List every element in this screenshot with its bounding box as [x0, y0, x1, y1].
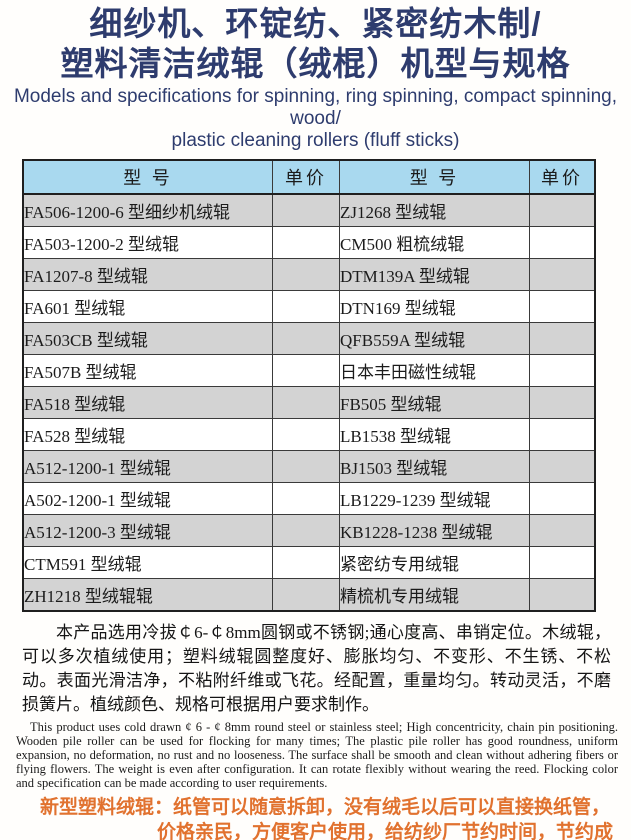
- page-subtitle-line1: Models and specifications for spinning, …: [13, 86, 618, 129]
- model-cell-right: FB505 型绒辊: [339, 386, 530, 419]
- column-header-model-left: 型 号: [22, 159, 273, 195]
- model-cell-left: FA518 型绒辊: [22, 386, 273, 419]
- price-cell-left: [272, 290, 340, 323]
- model-cell-left: A512-1200-3 型绒辊: [22, 514, 273, 547]
- price-cell-right: [529, 322, 596, 355]
- promo-zh-line2: 价格亲民，方便客户使用，给纺纱厂节约时间，节约成本。: [157, 822, 614, 840]
- table-row: ZH1218 型绒辊辊 精梳机专用绒辊: [22, 578, 596, 612]
- model-cell-right: QFB559A 型绒辊: [339, 322, 530, 355]
- price-cell-right: [529, 386, 596, 419]
- promo-block: 新型塑料绒辊：纸管可以随意拆卸，没有绒毛以后可以直接换纸管， 价格亲民，方便客户…: [0, 797, 631, 840]
- table-header-row: 型 号 单价 型 号 单价: [22, 159, 596, 195]
- table-row: FA503-1200-2 型绒辊 CM500 粗梳绒辊: [22, 226, 596, 259]
- price-cell-left: [272, 193, 340, 227]
- model-cell-right: LB1538 型绒辊: [339, 418, 530, 451]
- price-cell-left: [272, 578, 340, 612]
- price-cell-left: [272, 258, 340, 291]
- column-header-model-right: 型 号: [339, 159, 530, 195]
- model-cell-left: A512-1200-1 型绒辊: [22, 450, 273, 483]
- table-row: FA507B 型绒辊 日本丰田磁性绒辊: [22, 354, 596, 387]
- model-cell-right: ZJ1268 型绒辊: [339, 193, 530, 227]
- price-cell-left: [272, 514, 340, 547]
- column-header-price-right: 单价: [529, 159, 596, 195]
- page-subtitle: Models and specifications for spinning, …: [0, 86, 631, 152]
- models-table-body: FA506-1200-6 型细纱机绒辊 ZJ1268 型绒辊 FA503-1200-…: [22, 193, 596, 612]
- model-cell-left: CTM591 型绒辊: [22, 546, 273, 579]
- table-row: FA528 型绒辊 LB1538 型绒辊: [22, 418, 596, 451]
- page-title-line1: 细纱机、环锭纺、紧密纺木制/: [89, 5, 542, 42]
- table-row: FA518 型绒辊 FB505 型绒辊: [22, 386, 596, 419]
- column-header-price-left: 单价: [272, 159, 340, 195]
- models-table-head: 型 号 单价 型 号 单价: [22, 159, 596, 195]
- price-cell-left: [272, 450, 340, 483]
- model-cell-right: 精梳机专用绒辊: [339, 578, 530, 612]
- price-cell-left: [272, 322, 340, 355]
- table-row: FA506-1200-6 型细纱机绒辊 ZJ1268 型绒辊: [22, 193, 596, 227]
- price-cell-right: [529, 514, 596, 547]
- model-cell-left: FA503CB 型绒辊: [22, 322, 273, 355]
- description-en: This product uses cold drawn ¢ 6 - ¢ 8mm…: [16, 720, 618, 790]
- table-row: CTM591 型绒辊 紧密纺专用绒辊: [22, 546, 596, 579]
- page-title: 细纱机、环锭纺、紧密纺木制/ 塑料清洁绒辊（绒棍）机型与规格: [0, 4, 631, 84]
- table-row: A502-1200-1 型绒辊 LB1229-1239 型绒辊: [22, 482, 596, 515]
- promo-zh-line1: 新型塑料绒辊：纸管可以随意拆卸，没有绒毛以后可以直接换纸管，: [40, 797, 611, 818]
- model-cell-left: FA506-1200-6 型细纱机绒辊: [22, 193, 273, 227]
- table-row: FA503CB 型绒辊 QFB559A 型绒辊: [22, 322, 596, 355]
- price-cell-right: [529, 354, 596, 387]
- price-cell-right: [529, 450, 596, 483]
- model-cell-left: FA528 型绒辊: [22, 418, 273, 451]
- model-cell-right: LB1229-1239 型绒辊: [339, 482, 530, 515]
- price-cell-left: [272, 482, 340, 515]
- page-title-line2: 塑料清洁绒辊（绒棍）机型与规格: [60, 45, 571, 82]
- table-row: FA1207-8 型绒辊 DTM139A 型绒辊: [22, 258, 596, 291]
- price-cell-right: [529, 290, 596, 323]
- model-cell-right: KB1228-1238 型绒辊: [339, 514, 530, 547]
- model-cell-right: 紧密纺专用绒辊: [339, 546, 530, 579]
- price-cell-right: [529, 546, 596, 579]
- price-cell-right: [529, 418, 596, 451]
- price-cell-left: [272, 418, 340, 451]
- model-cell-left: FA507B 型绒辊: [22, 354, 273, 387]
- description-zh: 本产品选用冷拔￠6-￠8mm圆钢或不锈钢;通心度高、串销定位。木绒辊，可以多次植…: [22, 623, 611, 714]
- model-cell-left: A502-1200-1 型绒辊: [22, 482, 273, 515]
- model-cell-left: FA1207-8 型绒辊: [22, 258, 273, 291]
- table-row: FA601 型绒辊 DTN169 型绒辊: [22, 290, 596, 323]
- price-cell-left: [272, 354, 340, 387]
- models-table: 型 号 单价 型 号 单价 FA506-1200-6 型细纱机绒辊 ZJ1268 …: [22, 159, 596, 612]
- table-row: A512-1200-1 型绒辊 BJ1503 型绒辊: [22, 450, 596, 483]
- page-subtitle-line2: plastic cleaning rollers (fluff sticks): [171, 130, 460, 151]
- model-cell-right: DTM139A 型绒辊: [339, 258, 530, 291]
- price-cell-left: [272, 226, 340, 259]
- price-cell-right: [529, 578, 596, 612]
- model-cell-left: ZH1218 型绒辊辊: [22, 578, 273, 612]
- table-row: A512-1200-3 型绒辊 KB1228-1238 型绒辊: [22, 514, 596, 547]
- price-cell-right: [529, 193, 596, 227]
- model-cell-right: 日本丰田磁性绒辊: [339, 354, 530, 387]
- model-cell-left: FA601 型绒辊: [22, 290, 273, 323]
- price-cell-right: [529, 226, 596, 259]
- model-cell-left: FA503-1200-2 型绒辊: [22, 226, 273, 259]
- model-cell-right: CM500 粗梳绒辊: [339, 226, 530, 259]
- price-cell-left: [272, 546, 340, 579]
- model-cell-right: BJ1503 型绒辊: [339, 450, 530, 483]
- price-cell-right: [529, 258, 596, 291]
- model-cell-right: DTN169 型绒辊: [339, 290, 530, 323]
- price-cell-left: [272, 386, 340, 419]
- price-cell-right: [529, 482, 596, 515]
